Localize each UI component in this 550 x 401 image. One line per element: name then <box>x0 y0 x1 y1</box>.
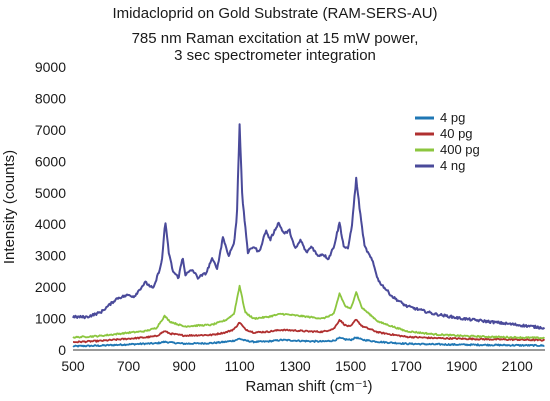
chart-subtitle-line-1: 785 nm Raman excitation at 15 mW power, <box>131 30 419 47</box>
y-tick-label: 4000 <box>35 216 66 232</box>
x-axis-ticks: 500 700 900 1100 1300 1500 1700 1900 2100 <box>61 358 533 374</box>
y-tick-label: 0 <box>58 342 66 358</box>
plot-lines <box>72 123 546 348</box>
y-tick-label: 6000 <box>35 153 66 169</box>
legend-label: 4 pg <box>440 110 465 125</box>
legend-label: 4 ng <box>440 158 465 173</box>
x-tick-label: 1100 <box>225 358 255 374</box>
series-line-400-pg <box>72 284 545 340</box>
x-tick-label: 1900 <box>446 358 477 374</box>
x-tick-label: 2100 <box>502 358 533 374</box>
x-tick-label: 700 <box>117 358 141 374</box>
series-line-4-pg <box>72 336 545 348</box>
x-tick-label: 500 <box>61 358 85 374</box>
y-tick-label: 5000 <box>35 185 66 201</box>
y-tick-label: 2000 <box>35 279 66 295</box>
x-axis-label: Raman shift (cm⁻¹) <box>245 378 372 395</box>
series-line-40-pg <box>72 318 546 344</box>
y-tick-label: 7000 <box>35 122 66 138</box>
chart-subtitle-line-2: 3 sec spectrometer integration <box>174 47 376 64</box>
x-tick-label: 900 <box>172 358 196 374</box>
x-tick-label: 1300 <box>280 358 311 374</box>
y-axis-ticks: 0 1000 2000 3000 4000 5000 6000 7000 8000 9000 <box>35 59 66 358</box>
x-tick-label: 1700 <box>391 358 422 374</box>
series-line-4-ng <box>72 123 546 330</box>
y-tick-label: 3000 <box>35 248 66 264</box>
chart-title: Imidacloprid on Gold Substrate (RAM-SERS… <box>112 5 438 22</box>
y-tick-label: 1000 <box>35 311 66 327</box>
legend-label: 400 pg <box>440 142 480 157</box>
y-tick-label: 8000 <box>35 90 66 106</box>
y-tick-label: 9000 <box>35 59 66 75</box>
legend-label: 40 pg <box>440 126 473 141</box>
y-axis-label: Intensity (counts) <box>1 150 18 264</box>
x-tick-label: 1500 <box>335 358 366 374</box>
